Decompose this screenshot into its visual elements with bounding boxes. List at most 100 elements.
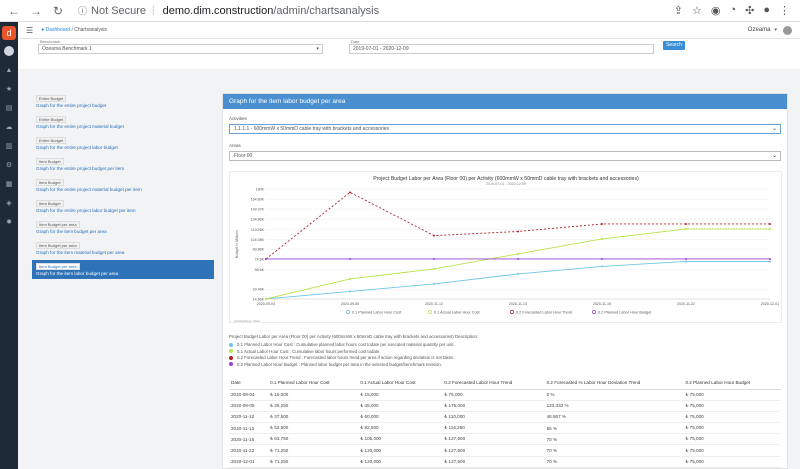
table-header-cell[interactable]: 0.2 Forecasted Labor Hour Trend [442,377,545,390]
y-tick-label: 58.6K [255,268,265,272]
puzzle-icon[interactable]: ✣ [745,5,755,17]
graph-list-item[interactable]: Entire Budget Graph for the entire projec… [32,113,214,132]
graph-list-item[interactable]: Entire Budget Graph for the entire projec… [32,92,214,111]
y-tick-label: 104.08K [251,238,265,242]
graph-list-label: Graph for the entire project material bu… [36,124,124,129]
table-cell: 2020-12-01 [229,456,269,468]
back-arrow-icon[interactable]: ← [8,3,20,18]
data-point [517,230,519,233]
y-tick-label: 164.80K [251,197,265,201]
y-tick-label: 74.6K [255,258,265,262]
data-point [685,260,687,263]
data-point [685,222,687,225]
graph-badge: Entire Budget [36,95,67,102]
table-header-cell[interactable]: 0.2 Planned Labor Hour Budget [683,377,781,390]
graph-badge: Item Budget [36,200,64,207]
data-point [265,257,267,260]
table-cell: ₺ 75,000 [683,389,781,401]
hamburger-icon[interactable]: ☰ [26,25,34,35]
graph-badge: Item Budget per area [36,221,80,228]
list-icon[interactable]: ▥ [5,143,13,150]
table-header-cell[interactable]: 0.1 Actual Labor Hour Cost [358,377,443,390]
table-header-cell[interactable]: 0.1 Planned Labor Hour Cost [268,377,359,390]
y-tick-label: 14.86K [253,297,265,301]
graph-list-item[interactable]: Item Budget per area Graph for the item m… [32,239,214,258]
star-nav-icon[interactable]: ★ [5,86,13,93]
menu-dots-icon[interactable]: ⋮ [779,5,790,17]
extension2-icon[interactable]: ◔ [729,4,737,16]
search-button[interactable]: Search [663,41,685,50]
graph-list-item[interactable]: Item Budget per area Graph for the item l… [32,260,214,279]
graph-list-item[interactable]: Entire Budget Graph for the entire projec… [32,134,214,153]
table-row: 2020-11-12 ₺ 37,500 ₺ 60,000 ₺ 110,000 46.66… [229,411,781,424]
share-icon[interactable]: ⇪ [673,5,683,17]
graph-list-item[interactable]: Item Budget Graph for the entire project … [32,176,214,195]
table-cell: ₺ 110,000 [442,411,545,424]
table-cell: ₺ 63,750 [268,433,359,446]
data-point [517,257,519,260]
legend-marker [428,310,432,314]
legend-marker [592,310,596,314]
data-point [769,222,771,225]
table-cell: ₺ 82,500 [358,422,443,435]
address-bar[interactable]: ⓘ Not Secure | demo.dim.construction/adm… [78,3,674,19]
description-item: 0.1 Actual Labor Hour Cost : Cumulative … [229,349,779,354]
table-cell: ₺ 127,500 [442,444,545,457]
graph-list-label: Graph for the item material budget per a… [36,250,125,255]
users-icon[interactable]: ◈ [6,200,12,207]
profile-icon[interactable]: ● [763,4,770,16]
data-table: Date 0.1 Planned Labor Hour Cost 0.1 Actua… [229,377,781,468]
user-avatar[interactable] [783,25,792,35]
table-body: 2020-09-04 ₺ 15,000 ₺ 15,000 ₺ 75,000 0 % ₺ 7… [229,389,781,468]
user-name[interactable]: Ozeama [747,27,771,33]
legend-marker [510,310,514,314]
graph-list-item[interactable]: Item Budget per area Graph for the item b… [32,218,214,237]
settings-icon[interactable]: ⚙ [5,162,13,169]
chevron-down-icon[interactable]: ▾ [774,27,777,33]
date-range-input[interactable]: 2019-07-01 - 2020-12-09 [349,44,654,54]
table-row: 2020-11-16 ₺ 63,750 ₺ 105,000 ₺ 127,500 70 %… [229,433,781,446]
area-value: Floor 00 [234,153,253,159]
data-point [433,267,435,270]
activities-select[interactable]: 1.1.1.1 - 600mmW x 50mmD cable tray with… [229,124,781,134]
table-cell: ₺ 75,000 [683,422,781,435]
benchmark-select[interactable]: Ozeama Benchmark 1 ▾ [38,44,323,54]
data-point [265,297,267,300]
table-cell: ₺ 15,000 [268,389,359,401]
table-cell: 70 % [544,433,684,446]
table-cell: ₺ 52,500 [268,422,359,435]
x-tick-label: 2020-12-01 [761,302,779,306]
table-header-cell[interactable]: 0.2 Forecasted % Labor Hour Deviation Tr… [544,377,684,390]
gear-icon[interactable]: ✹ [6,219,12,226]
chart-container: Project Budget Labor per Area (Floor 00)… [229,171,782,323]
chart-icon[interactable]: ▦ [5,181,13,188]
dashboard-icon[interactable]: ▲ [5,67,13,74]
app-topbar: ☰ ● Dashboard / Chartsanalysis Ozeama ▾ [18,22,800,39]
x-tick-label: 2020-09-04 [257,302,275,306]
x-tick-label: 2020-11-13 [509,302,527,306]
reload-icon[interactable]: ↻ [52,3,64,18]
extension-icon[interactable]: ◉ [710,5,721,17]
url-domain: demo.dim.construction [162,4,274,17]
data-point [349,290,351,293]
graph-badge: Item Budget per area [36,263,80,270]
cloud-icon[interactable]: ☁ [5,124,13,131]
document-icon[interactable]: ▤ [5,105,13,112]
star-icon[interactable]: ☆ [691,5,702,17]
avatar[interactable] [4,46,14,56]
areas-select[interactable]: Floor 00 ⌄ [229,151,781,161]
table-cell: 2020-09-05 [229,400,269,412]
graph-badge: Item Budget [36,179,64,186]
graph-list-item[interactable]: Item Budget Graph for the entire project … [32,155,214,174]
data-point [769,257,771,260]
table-header-cell[interactable]: Date [229,377,269,390]
graph-list-label: Graph for the entire project labor budge… [36,208,136,213]
table-cell: 133.333 % [544,400,684,412]
breadcrumb-home[interactable]: Dashboard [45,27,71,33]
x-tick-label: 2020-11-22 [677,302,695,306]
graph-list-item[interactable]: Item Budget Graph for the entire project … [32,197,214,216]
app-logo-icon[interactable]: d [2,26,16,40]
table-cell: 46.667 % [544,411,684,424]
description-text: 0.2 Forecasted Labor Hour Trend : Foreca… [237,355,455,361]
forward-arrow-icon[interactable]: → [30,3,42,18]
